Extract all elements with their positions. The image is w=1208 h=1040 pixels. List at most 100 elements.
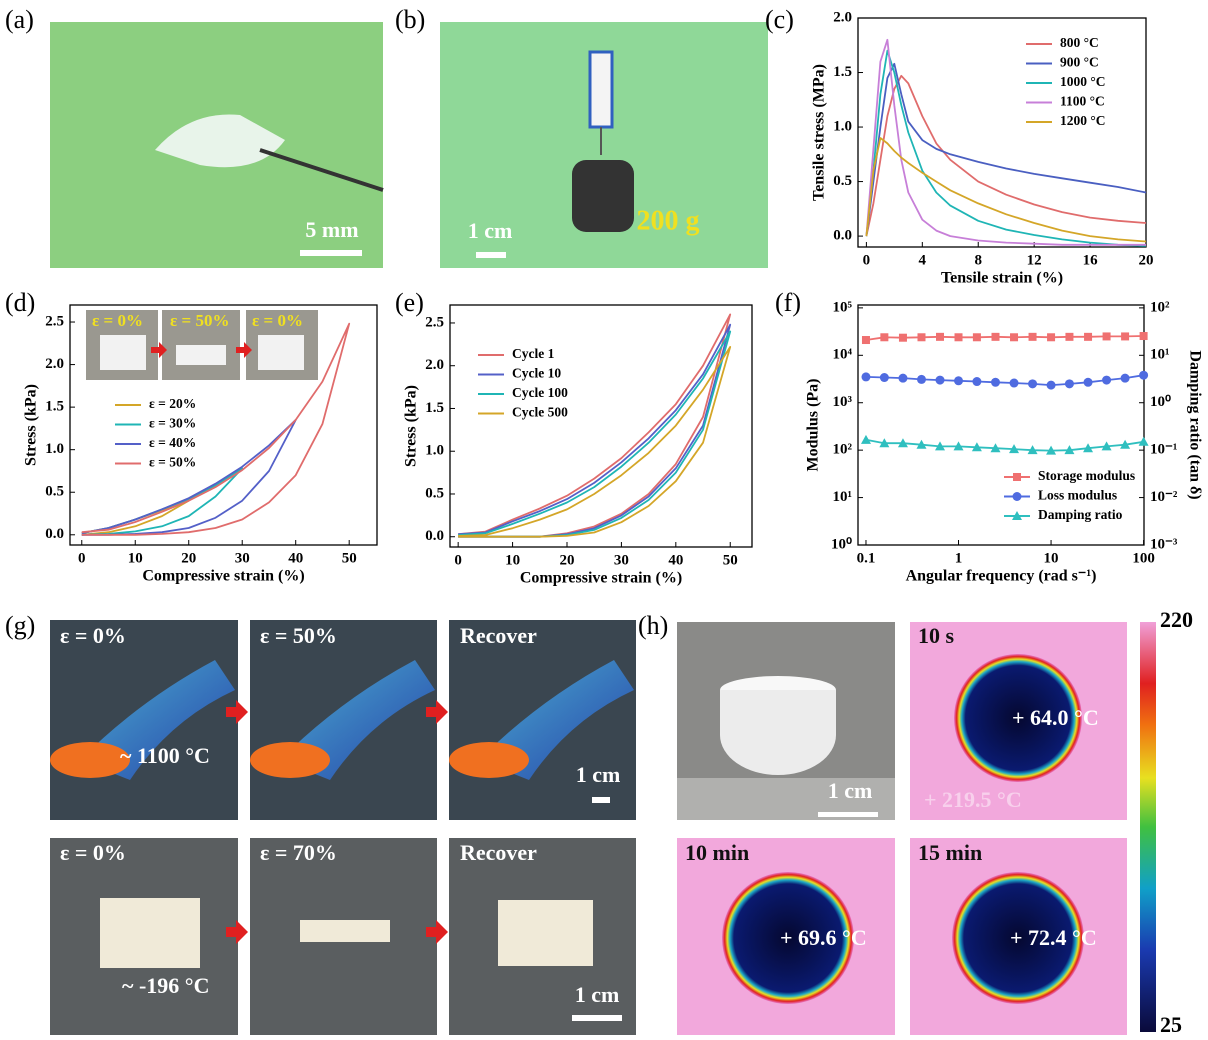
y2-tick-label: 10⁻¹	[1150, 442, 1177, 458]
weight	[572, 160, 634, 232]
y-axis-label: Modulus (Pa)	[805, 379, 822, 472]
y-tick-label: 1.0	[425, 443, 444, 459]
y-tick-label: 2.0	[833, 9, 852, 25]
series-line	[865, 438, 1144, 452]
legend-label: Loss modulus	[1038, 488, 1117, 503]
state: Recover	[460, 623, 537, 648]
mass: 200 g	[637, 205, 700, 236]
y-tick-label: 1.5	[833, 64, 852, 80]
photos: 5 mm 1 cm 200 g ε = 0% ε = 50% Recover ~…	[50, 22, 1193, 1037]
series-line	[458, 313, 732, 538]
x-tick-label: 40	[288, 550, 303, 566]
series-line	[458, 330, 732, 538]
marker	[1028, 379, 1038, 389]
colorbar-min: 25	[1160, 1012, 1182, 1037]
x-tick-label: 40	[668, 552, 683, 568]
y-tick-label: 0.5	[45, 484, 64, 500]
legend-label: ε = 20%	[149, 396, 196, 411]
x-tick-label: 20	[181, 550, 196, 566]
plot-frame	[857, 304, 1145, 546]
legend-label: ε = 30%	[149, 416, 196, 431]
y-tick-label: 1.0	[45, 441, 64, 457]
series-line	[865, 137, 1147, 243]
marker	[917, 333, 926, 342]
marker	[954, 333, 963, 342]
marker	[898, 373, 908, 383]
scale: 5 mm	[305, 217, 358, 242]
x-axis-label: Tensile strain (%)	[941, 270, 1063, 287]
strain: ε = 50%	[260, 623, 337, 648]
series-line	[458, 323, 732, 538]
inset-label: ε = 0%	[252, 311, 303, 330]
state: Recover	[460, 840, 537, 865]
scale: 1 cm	[468, 218, 513, 243]
marker	[1139, 332, 1148, 341]
y-tick-label: 0.5	[425, 485, 444, 501]
x-tick-label: 0	[863, 252, 871, 268]
y2-tick-label: 10²	[1150, 299, 1170, 315]
panel-label: (g)	[5, 611, 35, 640]
inset-d	[86, 310, 318, 380]
photos-g	[50, 620, 636, 1035]
marker	[1009, 444, 1020, 454]
scale: 1 cm	[575, 982, 620, 1007]
marker	[1046, 380, 1056, 390]
scale: 1 cm	[576, 762, 621, 787]
inset-label: ε = 0%	[92, 311, 143, 330]
x-tick-label: 100	[1132, 550, 1155, 566]
plot-frame	[69, 304, 378, 546]
reading: + 64.0 °C	[1012, 705, 1099, 730]
x-tick-label: 30	[235, 550, 250, 566]
y-tick-label: 1.5	[45, 399, 64, 415]
marker	[1138, 436, 1149, 446]
marker	[1102, 375, 1112, 385]
marker	[1012, 511, 1022, 520]
legend-label: ε = 50%	[149, 455, 196, 470]
x-tick-label: 0	[78, 550, 86, 566]
x-tick-label: 4	[919, 252, 927, 268]
marker	[954, 376, 964, 386]
x-tick-label: 20	[1139, 252, 1154, 268]
panel-label: (h)	[638, 611, 668, 640]
marker	[1121, 332, 1130, 341]
x-tick-label: 50	[723, 552, 738, 568]
y-tick-label: 0.0	[833, 228, 852, 244]
x-tick-label: 50	[342, 550, 357, 566]
marker	[1083, 377, 1093, 387]
time: 10 min	[685, 840, 749, 865]
marker	[1027, 445, 1038, 455]
scale-bar	[300, 250, 362, 256]
x-axis-label: Compressive strain (%)	[520, 570, 682, 587]
reading: + 219.5 °C	[924, 787, 1022, 812]
marker	[898, 333, 907, 342]
panel-label: (f)	[775, 288, 801, 317]
series-line	[865, 74, 1147, 237]
y-tick-label: 10²	[833, 442, 853, 458]
marker	[990, 443, 1001, 453]
y-tick-label: 2.5	[45, 313, 64, 329]
marker	[1013, 473, 1021, 481]
legend-label: 1200 °C	[1060, 113, 1106, 128]
y-tick-label: 0.0	[425, 528, 444, 544]
scale: 1 cm	[828, 778, 873, 803]
plot-frame	[449, 304, 753, 548]
marker	[879, 373, 889, 383]
y2-tick-label: 10¹	[1150, 347, 1170, 363]
marker	[1101, 441, 1112, 451]
legend-label: Damping ratio	[1038, 507, 1123, 522]
legend-label: Cycle 100	[512, 385, 568, 400]
strain: ε = 0%	[60, 840, 126, 865]
sample	[588, 50, 614, 129]
x-tick-label: 16	[1083, 252, 1099, 268]
legend-label: Cycle 500	[512, 405, 568, 420]
legend-label: 1100 °C	[1060, 94, 1105, 109]
panel-label: (d)	[5, 288, 35, 317]
marker	[1064, 445, 1075, 455]
legend-label: 1000 °C	[1060, 74, 1106, 89]
y-tick-label: 2.0	[45, 356, 64, 372]
time: 15 min	[918, 840, 982, 865]
marker	[1012, 492, 1022, 501]
x-tick-label: 0.1	[857, 550, 876, 566]
series-line	[865, 62, 1147, 237]
